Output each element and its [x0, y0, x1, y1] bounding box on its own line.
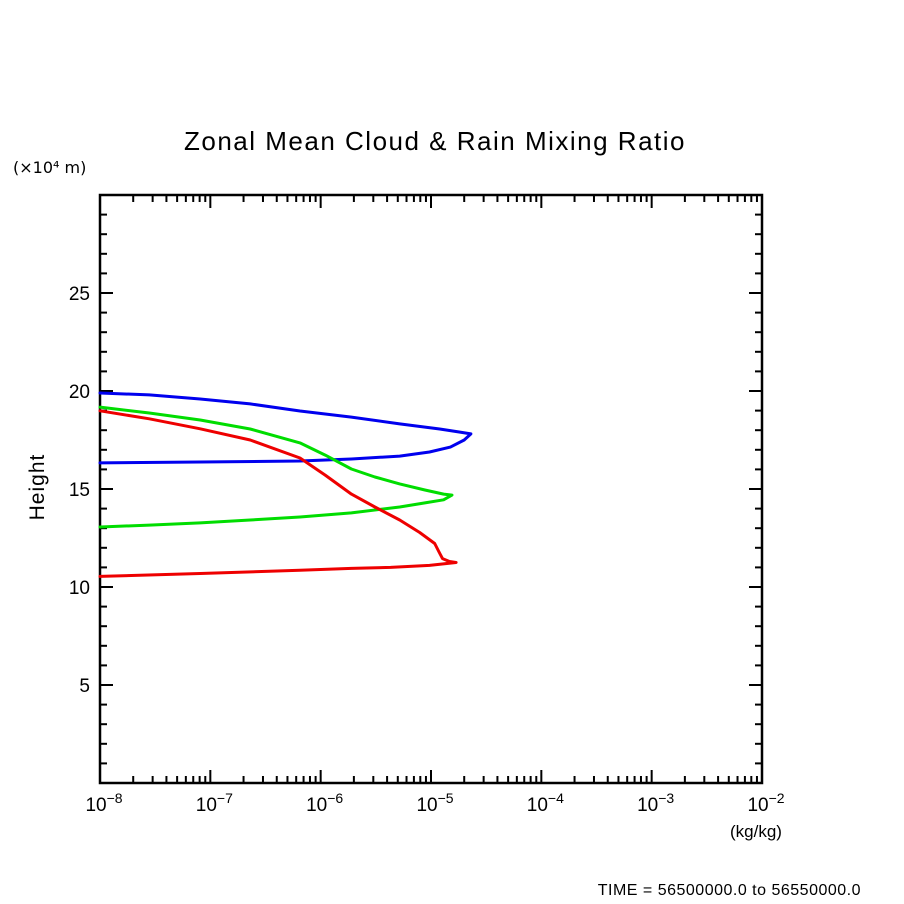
green-profile-curve	[98, 405, 454, 529]
x-tick-label: 10−4	[527, 790, 564, 816]
x-tick-label: 10−7	[196, 790, 233, 816]
x-tick-label: 10−3	[637, 790, 674, 816]
y-axis-unit-label: (×10⁴ m)	[13, 158, 86, 177]
x-tick-label: 10−2	[747, 790, 784, 816]
red-profile-curve	[98, 409, 458, 578]
y-tick-label: 15	[69, 480, 90, 501]
y-tick-label: 20	[69, 382, 90, 403]
y-tick-label: 25	[69, 284, 90, 305]
x-tick-label: 10−8	[85, 790, 122, 816]
x-axis-ticks	[99, 195, 763, 783]
x-tick-label: 10−6	[306, 790, 343, 816]
y-axis-ticks	[100, 213, 762, 765]
data-curves	[98, 391, 473, 578]
x-tick-label: 10−5	[416, 790, 453, 816]
chart-title: Zonal Mean Cloud & Rain Mixing Ratio	[184, 126, 686, 156]
blue-profile-curve	[98, 391, 473, 465]
y-tick-label: 5	[79, 676, 90, 697]
y-axis-tick-labels: 5 10 15 20 25	[69, 284, 90, 697]
plot-frame	[98, 193, 764, 785]
time-annotation: TIME = 56500000.0 to 56550000.0	[598, 882, 861, 899]
y-tick-label: 10	[69, 578, 90, 599]
y-axis-title: Height	[26, 454, 49, 521]
x-axis-unit-label: (kg/kg)	[730, 822, 782, 841]
x-axis-tick-labels: 10−8 10−7 10−6 10−5 10−4 10−3 10−2	[85, 790, 784, 816]
